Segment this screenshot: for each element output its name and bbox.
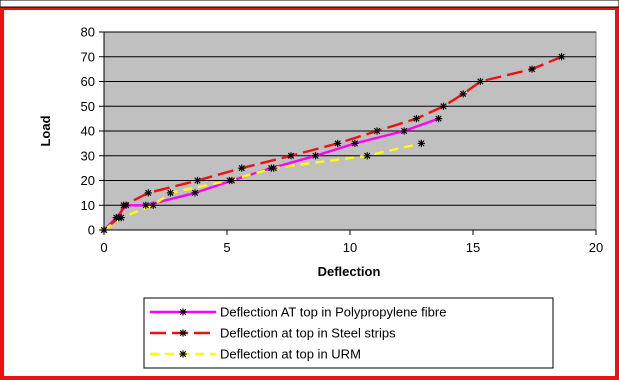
y-tick-label: 80 bbox=[81, 25, 95, 40]
data-point-series-1 bbox=[191, 189, 199, 197]
data-point-series-2 bbox=[439, 102, 448, 110]
y-tick-label: 70 bbox=[81, 49, 95, 64]
data-point-series-3 bbox=[417, 139, 425, 147]
y-tick-label: 40 bbox=[81, 124, 95, 139]
data-point-series-3 bbox=[363, 152, 371, 160]
top-strip bbox=[0, 0, 619, 8]
legend-box bbox=[143, 297, 554, 369]
y-tick-label: 30 bbox=[81, 148, 95, 163]
data-point-series-3 bbox=[270, 164, 278, 172]
legend-marker bbox=[179, 329, 187, 337]
data-point-series-2 bbox=[120, 201, 128, 209]
data-point-series-3 bbox=[225, 176, 234, 185]
y-tick-label: 60 bbox=[81, 74, 95, 89]
data-point-series-2 bbox=[193, 176, 202, 185]
x-tick-label: 0 bbox=[100, 240, 107, 255]
data-point-series-2 bbox=[476, 77, 484, 86]
data-point-series-1 bbox=[400, 127, 408, 135]
data-point-series-2 bbox=[528, 65, 536, 73]
gridlines bbox=[104, 31, 596, 206]
legend-symbol-1 bbox=[150, 308, 216, 316]
series-layer bbox=[100, 53, 566, 234]
legend-label-1: Deflection AT top in Polypropylene fibre bbox=[220, 305, 446, 320]
legend-marker bbox=[179, 308, 187, 316]
x-tick-label: 5 bbox=[223, 240, 230, 255]
data-point-series-3 bbox=[166, 189, 175, 197]
data-point-series-1 bbox=[351, 139, 359, 147]
legend-symbol-2 bbox=[150, 329, 216, 337]
x-tick-label: 10 bbox=[343, 240, 357, 255]
data-point-series-2 bbox=[412, 115, 421, 123]
data-point-series-2 bbox=[287, 152, 295, 160]
y-tick-label: 10 bbox=[81, 198, 95, 213]
legend-marker bbox=[179, 350, 187, 358]
x-axis-title: Deflection bbox=[318, 264, 381, 279]
series-line-3 bbox=[103, 142, 422, 231]
y-tick-label: 20 bbox=[81, 173, 95, 188]
y-axis-title: Load bbox=[38, 115, 53, 146]
x-tick-label: 20 bbox=[589, 240, 603, 255]
data-point-series-3 bbox=[100, 226, 108, 234]
y-tick-label: 0 bbox=[88, 223, 95, 238]
data-point-series-1 bbox=[311, 152, 320, 160]
data-point-series-3 bbox=[149, 201, 157, 209]
data-point-series-2 bbox=[238, 164, 246, 172]
y-tick-labels: 0 10 20 30 40 50 60 70 80 bbox=[81, 25, 95, 238]
data-point-series-2 bbox=[557, 53, 566, 61]
data-point-series-1 bbox=[434, 115, 443, 123]
legend: Deflection AT top in Polypropylene fibre… bbox=[150, 305, 446, 362]
legend-label-2: Deflection at top in Steel strips bbox=[220, 326, 396, 341]
x-tick-labels: 0 5 10 15 20 bbox=[100, 240, 603, 255]
data-point-series-3 bbox=[117, 214, 125, 222]
data-point-series-2 bbox=[459, 90, 467, 98]
y-tick-label: 50 bbox=[81, 99, 95, 114]
data-point-series-1 bbox=[142, 201, 150, 209]
data-point-series-2 bbox=[334, 139, 342, 147]
data-point-series-2 bbox=[144, 189, 152, 197]
data-point-series-2 bbox=[373, 127, 381, 135]
legend-symbol-3 bbox=[150, 350, 216, 358]
x-tick-label: 15 bbox=[466, 240, 480, 255]
legend-label-3: Deflection at top in URM bbox=[220, 347, 361, 362]
